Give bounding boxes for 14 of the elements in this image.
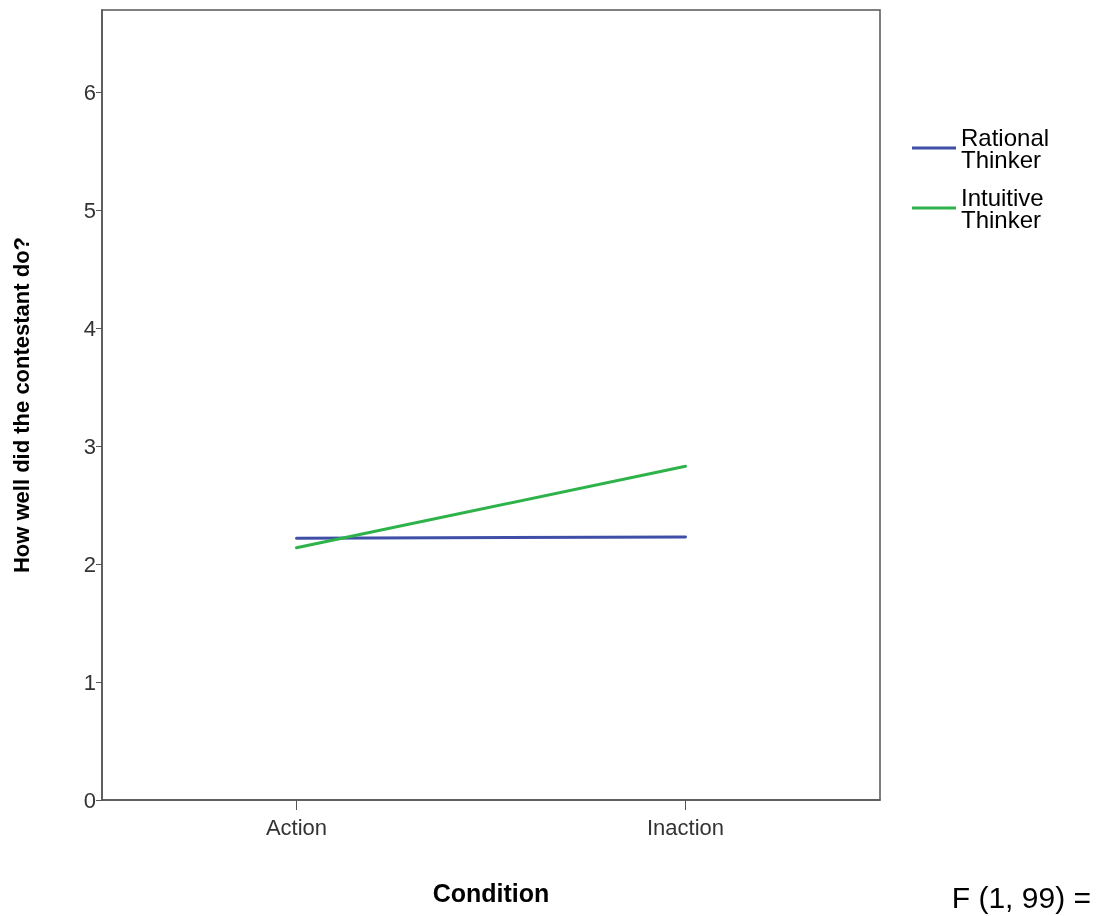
- x-axis-title: Condition: [432, 878, 550, 907]
- legend-label: Intuitive Thinker: [961, 183, 1051, 233]
- y-tick-label: 1: [83, 669, 96, 695]
- y-tick-label: 5: [83, 197, 96, 223]
- y-tick-label: 0: [83, 787, 96, 813]
- text: F (1, 99) =: [951, 880, 1091, 914]
- y-tick-label: 2: [83, 551, 96, 577]
- y-axis-title: How well did the contestant do?: [8, 236, 34, 574]
- y-tick-label: 6: [83, 80, 96, 106]
- x-tick-label: Action: [265, 814, 328, 840]
- legend-label: Rational Thinker: [961, 123, 1056, 173]
- x-tick-label: Inaction: [646, 814, 725, 840]
- y-tick-label: 4: [83, 315, 96, 341]
- y-tick-label: 3: [83, 433, 96, 459]
